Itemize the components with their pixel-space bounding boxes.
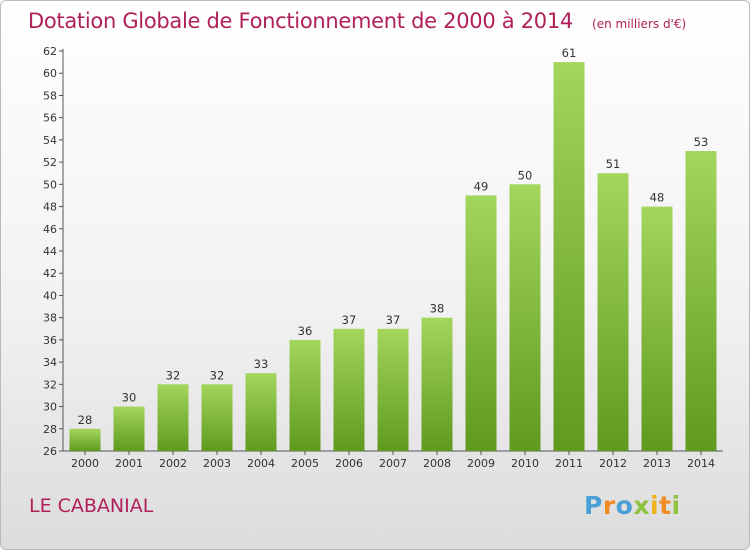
y-tick-label: 46: [43, 223, 57, 236]
x-tick-label: 2008: [423, 457, 451, 470]
data-label: 61: [562, 46, 577, 60]
logo-letter: i: [650, 491, 660, 520]
chart-unit: (en milliers d'€): [592, 17, 687, 31]
bar: [597, 173, 629, 451]
x-tick-label: 2014: [687, 457, 715, 470]
bar: [685, 151, 717, 451]
axes: 26 28 30 32 34 36 38 40 42 44 46 48 50 52 54 56 58 60 62: [43, 45, 723, 458]
commune-name: LE CABANIAL: [29, 495, 154, 517]
x-tick-label: 2009: [467, 457, 495, 470]
y-tick-label: 58: [43, 89, 57, 102]
bar: [201, 384, 233, 451]
logo-letter: r: [602, 491, 616, 520]
x-tick-label: 2011: [555, 457, 583, 470]
data-label: 32: [166, 368, 181, 382]
bar: [421, 317, 453, 451]
bar: [377, 328, 409, 451]
chart-title: Dotation Globale de Fonctionnement de 20…: [28, 9, 573, 33]
logo-letter: t: [659, 491, 672, 520]
bars: [69, 62, 717, 452]
x-tick-label: 2007: [379, 457, 407, 470]
x-tick-label: 2000: [71, 457, 99, 470]
data-label: 32: [210, 368, 225, 382]
logo-letter: o: [615, 491, 634, 520]
data-label: 28: [78, 413, 93, 427]
bar: [289, 339, 321, 451]
y-tick-label: 30: [43, 401, 57, 414]
y-tick-label: 44: [43, 245, 57, 258]
bar: [69, 428, 101, 451]
bar: [509, 184, 541, 452]
logo-letter: i: [671, 491, 681, 520]
y-tick-label: 54: [43, 134, 57, 147]
data-label: 48: [650, 191, 665, 205]
logo-letter: P: [584, 491, 603, 520]
y-tick-label: 60: [43, 67, 57, 80]
y-tick-label: 40: [43, 289, 57, 302]
bar: [553, 62, 585, 451]
data-label: 33: [254, 357, 269, 371]
labels: 2000 28 2001 30 2002 32 2003 32 2004 33 2005 36 2006…: [71, 46, 715, 470]
y-tick-label: 38: [43, 312, 57, 325]
y-tick-label: 62: [43, 45, 57, 58]
logo-letter: x: [633, 491, 650, 520]
data-label: 50: [518, 168, 533, 182]
proxiti-logo[interactable]: Proxiti: [584, 491, 681, 520]
y-tick-label: 52: [43, 156, 57, 169]
x-tick-label: 2013: [643, 457, 671, 470]
x-tick-label: 2006: [335, 457, 363, 470]
data-label: 49: [474, 179, 489, 193]
y-tick-label: 26: [43, 445, 57, 458]
x-tick-label: 2004: [247, 457, 275, 470]
bar: [465, 195, 497, 451]
data-label: 38: [430, 302, 445, 316]
y-tick-label: 28: [43, 423, 57, 436]
x-tick-label: 2001: [115, 457, 143, 470]
bar: [157, 384, 189, 451]
y-tick-label: 50: [43, 178, 57, 191]
y-tick-label: 48: [43, 201, 57, 214]
x-tick-label: 2003: [203, 457, 231, 470]
y-tick-label: 42: [43, 267, 57, 280]
bar: [333, 328, 365, 451]
data-label: 37: [386, 313, 401, 327]
x-tick-label: 2012: [599, 457, 627, 470]
x-tick-label: 2010: [511, 457, 539, 470]
data-label: 51: [606, 157, 621, 171]
y-tick-label: 34: [43, 356, 57, 369]
title-line: Dotation Globale de Fonctionnement de 20…: [28, 9, 686, 33]
x-tick-label: 2005: [291, 457, 319, 470]
data-label: 37: [342, 313, 357, 327]
data-label: 53: [694, 135, 709, 149]
data-label: 36: [298, 324, 313, 338]
bar: [641, 206, 673, 451]
x-tick-label: 2002: [159, 457, 187, 470]
y-tick-label: 36: [43, 334, 57, 347]
bar: [245, 373, 277, 451]
bar: [113, 406, 145, 451]
y-tick-label: 32: [43, 378, 57, 391]
data-label: 30: [122, 391, 137, 405]
y-tick-label: 56: [43, 112, 57, 125]
